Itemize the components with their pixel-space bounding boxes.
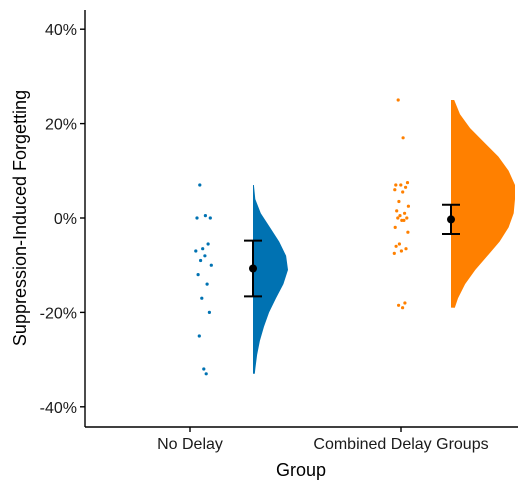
data-point-combined-delay-groups: [403, 211, 407, 215]
data-point-combined-delay-groups: [403, 301, 407, 305]
data-point-combined-delay-groups: [394, 183, 398, 187]
data-point-combined-delay-groups: [397, 242, 401, 246]
data-point-combined-delay-groups: [404, 185, 408, 189]
y-tick-label: -40%: [40, 400, 77, 417]
data-point-combined-delay-groups: [393, 188, 397, 192]
data-point-no-delay: [203, 214, 207, 218]
data-point-no-delay: [207, 310, 211, 314]
x-tick-label-no-delay: No Delay: [157, 436, 223, 453]
mean-point-combined-delay-groups: [447, 215, 455, 224]
data-point-no-delay: [194, 249, 198, 253]
x-axis-title: Group: [276, 460, 326, 480]
data-point-no-delay: [200, 296, 204, 300]
data-point-no-delay: [198, 183, 202, 187]
cloud-no-delay: [253, 184, 288, 374]
x-axis-ticks: No Delay Combined Delay Groups: [157, 427, 489, 453]
data-point-combined-delay-groups: [396, 216, 400, 220]
data-point-combined-delay-groups: [393, 225, 397, 229]
mean-point-no-delay: [249, 264, 257, 273]
y-axis-ticks: 40% 20% 0% -20% -40%: [40, 22, 85, 417]
y-tick-label: 0%: [54, 211, 77, 228]
data-point-combined-delay-groups: [404, 247, 408, 251]
data-point-combined-delay-groups: [399, 183, 403, 187]
data-point-combined-delay-groups: [401, 190, 405, 194]
data-point-combined-delay-groups: [398, 214, 402, 218]
data-point-combined-delay-groups: [394, 244, 398, 248]
data-point-combined-delay-groups: [396, 98, 400, 102]
y-axis-title: Suppression-Induced Forgetting: [10, 90, 30, 346]
data-point-no-delay: [208, 216, 212, 220]
data-point-no-delay: [205, 282, 209, 286]
data-point-combined-delay-groups: [392, 251, 396, 255]
y-tick-label: 20%: [45, 117, 77, 134]
data-point-no-delay: [209, 263, 213, 267]
data-point-combined-delay-groups: [395, 209, 399, 213]
data-point-combined-delay-groups: [401, 306, 405, 310]
data-point-combined-delay-groups: [401, 136, 405, 140]
data-point-no-delay: [201, 247, 205, 251]
data-point-no-delay: [196, 273, 200, 277]
cloud-combined-delay-groups: [451, 100, 515, 308]
data-point-no-delay: [203, 254, 207, 258]
data-point-no-delay: [204, 372, 208, 376]
data-point-no-delay: [199, 258, 203, 263]
data-point-combined-delay-groups: [406, 230, 410, 234]
data-point-combined-delay-groups: [402, 218, 406, 222]
data-point-combined-delay-groups: [399, 249, 403, 253]
data-point-no-delay: [197, 334, 201, 338]
data-point-combined-delay-groups: [405, 181, 410, 185]
data-point-no-delay: [206, 242, 210, 246]
data-point-combined-delay-groups: [397, 199, 401, 204]
data-point-no-delay: [195, 216, 199, 220]
data-point-combined-delay-groups: [397, 303, 401, 307]
data-point-combined-delay-groups: [406, 204, 410, 208]
y-tick-label: -20%: [40, 305, 77, 322]
y-tick-label: 40%: [45, 22, 77, 39]
data-point-combined-delay-groups: [405, 216, 409, 220]
data-point-no-delay: [202, 367, 206, 371]
plot-area: [194, 98, 515, 376]
x-tick-label-combined-delay-groups: Combined Delay Groups: [313, 436, 488, 453]
